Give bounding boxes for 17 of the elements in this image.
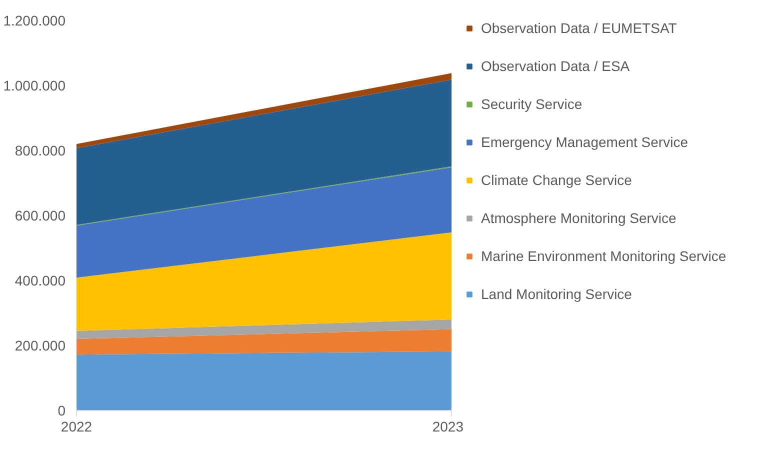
- legend-label: Atmosphere Monitoring Service: [481, 210, 676, 226]
- y-tick-label: 800.000: [14, 142, 66, 158]
- x-tick-label: 2022: [60, 418, 92, 434]
- y-tick-label: 1.200.000: [3, 12, 66, 28]
- legend-label: Land Monitoring Service: [481, 286, 632, 302]
- legend-label: Observation Data / ESA: [481, 58, 630, 74]
- y-tick-label: 0: [58, 402, 66, 418]
- legend-label: Observation Data / EUMETSAT: [481, 20, 677, 36]
- y-tick-label: 200.000: [14, 338, 66, 354]
- y-tick-label: 1.000.000: [3, 78, 66, 94]
- legend-label: Marine Environment Monitoring Service: [481, 248, 726, 264]
- x-tick-label: 2023: [432, 418, 464, 434]
- y-tick-label: 400.000: [14, 272, 66, 288]
- legend-label: Climate Change Service: [481, 172, 632, 188]
- y-tick-label: 600.000: [14, 208, 66, 224]
- legend-label: Emergency Management Service: [481, 134, 688, 150]
- legend-label: Security Service: [481, 96, 582, 112]
